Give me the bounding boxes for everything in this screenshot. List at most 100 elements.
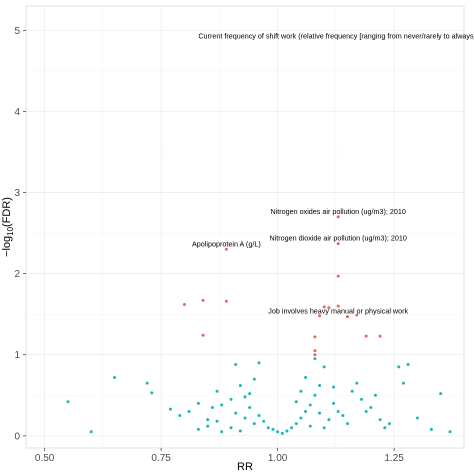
nonsignificant-point (308, 403, 312, 407)
y-axis-title-prefix: −log (1, 236, 13, 257)
significant-point (224, 247, 228, 251)
nonsignificant-point (257, 361, 261, 365)
nonsignificant-point (220, 430, 224, 434)
nonsignificant-point (448, 430, 452, 434)
data-points (66, 215, 452, 435)
nonsignificant-point (89, 430, 93, 434)
significant-point (378, 334, 382, 338)
nonsignificant-point (313, 393, 317, 397)
y-axis-title: −log10(FDR) (1, 197, 15, 257)
nonsignificant-point (113, 375, 117, 379)
y-axis-title-suffix: (FDR) (1, 197, 13, 227)
significant-point (318, 314, 322, 318)
annotation-label: Current frequency of shift work (relativ… (198, 32, 474, 41)
x-tick-label: 0.75 (151, 453, 171, 464)
significant-point (201, 298, 205, 302)
nonsignificant-point (318, 384, 322, 388)
annotation-label: Apolipoprotein A (g/L) (192, 239, 261, 248)
nonsignificant-point (206, 418, 210, 422)
y-axis-ticks: 0 1 2 3 4 5 (14, 26, 26, 442)
nonsignificant-point (145, 381, 149, 385)
nonsignificant-point (378, 418, 382, 422)
nonsignificant-point (215, 419, 219, 423)
nonsignificant-point (271, 427, 275, 431)
nonsignificant-point (401, 381, 405, 385)
plot-panel (25, 5, 465, 449)
nonsignificant-point (206, 424, 210, 428)
nonsignificant-point (234, 411, 238, 415)
significant-point (313, 335, 317, 339)
annotation-label: Nitrogen dioxide air pollution (ug/m3); … (269, 234, 406, 243)
nonsignificant-point (266, 426, 270, 430)
nonsignificant-point (332, 401, 336, 405)
nonsignificant-point (350, 389, 354, 393)
nonsignificant-point (318, 411, 322, 415)
nonsignificant-point (168, 407, 172, 411)
nonsignificant-point (210, 405, 214, 409)
nonsignificant-point (238, 384, 242, 388)
nonsignificant-point (346, 422, 350, 426)
nonsignificant-point (364, 410, 368, 414)
x-tick-label: 0.50 (35, 453, 55, 464)
y-tick-label: 4 (14, 107, 20, 118)
nonsignificant-point (359, 397, 363, 401)
significant-point (313, 353, 317, 357)
nonsignificant-point (196, 401, 200, 405)
significant-point (346, 315, 350, 319)
nonsignificant-point (248, 405, 252, 409)
significant-point (336, 274, 340, 278)
nonsignificant-point (299, 416, 303, 420)
y-axis-title-subscript: 10 (6, 226, 15, 235)
nonsignificant-point (234, 362, 238, 366)
y-tick-label: 0 (14, 431, 20, 442)
nonsignificant-point (66, 400, 70, 404)
gridlines (26, 6, 464, 448)
nonsignificant-point (252, 422, 256, 426)
significant-point (327, 306, 331, 310)
nonsignificant-point (322, 426, 326, 430)
nonsignificant-point (248, 392, 252, 396)
x-tick-label: 1.00 (268, 453, 288, 464)
significant-point (336, 215, 340, 219)
nonsignificant-point (280, 431, 284, 435)
nonsignificant-point (238, 429, 242, 433)
y-tick-label: 5 (14, 26, 20, 37)
nonsignificant-point (415, 416, 419, 420)
nonsignificant-point (196, 427, 200, 431)
nonsignificant-point (229, 397, 233, 401)
significant-point (313, 349, 317, 353)
y-tick-label: 3 (14, 188, 20, 199)
nonsignificant-point (387, 422, 391, 426)
significant-point (355, 313, 359, 317)
x-tick-label: 1.25 (384, 453, 404, 464)
nonsignificant-point (373, 393, 377, 397)
nonsignificant-point (220, 403, 224, 407)
nonsignificant-point (243, 416, 247, 420)
nonsignificant-point (257, 414, 261, 418)
significant-point (201, 333, 205, 337)
nonsignificant-point (243, 395, 247, 399)
y-tick-label: 1 (14, 350, 20, 361)
nonsignificant-point (294, 400, 298, 404)
nonsignificant-point (304, 375, 308, 379)
significant-point (336, 304, 340, 308)
nonsignificant-point (187, 410, 191, 414)
annotation-label: Job involves heavy manual or physical wo… (268, 307, 408, 316)
nonsignificant-point (429, 427, 433, 431)
significant-point (224, 299, 228, 303)
significant-point (322, 305, 326, 309)
nonsignificant-point (299, 389, 303, 393)
nonsignificant-point (215, 389, 219, 393)
nonsignificant-point (252, 377, 256, 381)
nonsignificant-point (178, 414, 182, 418)
significant-point (182, 302, 186, 306)
nonsignificant-point (276, 430, 280, 434)
nonsignificant-point (304, 410, 308, 414)
x-axis-title: RR (237, 461, 253, 473)
nonsignificant-point (294, 422, 298, 426)
nonsignificant-point (150, 391, 154, 395)
annotations: Current frequency of shift work (relativ… (192, 32, 474, 316)
y-tick-label: 2 (14, 269, 20, 280)
nonsignificant-point (341, 414, 345, 418)
